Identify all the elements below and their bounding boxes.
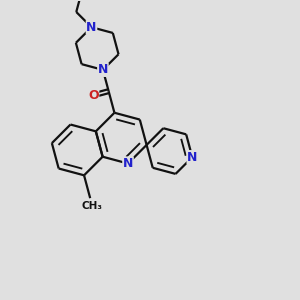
Text: CH₃: CH₃ bbox=[82, 201, 103, 211]
Text: N: N bbox=[86, 21, 97, 34]
Text: N: N bbox=[98, 63, 108, 76]
Text: N: N bbox=[123, 157, 133, 170]
Text: O: O bbox=[88, 89, 99, 102]
Text: N: N bbox=[187, 151, 197, 164]
